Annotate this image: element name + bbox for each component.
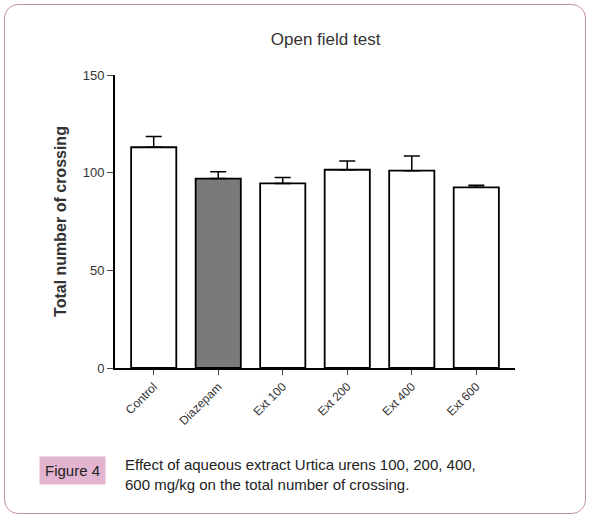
svg-text:Ext 600: Ext 600 [444, 380, 483, 419]
svg-text:Ext 400: Ext 400 [379, 380, 418, 419]
svg-text:0: 0 [97, 361, 104, 376]
svg-text:Figure 4: Figure 4 [45, 462, 100, 479]
svg-text:Control: Control [123, 380, 160, 417]
svg-text:150: 150 [83, 68, 105, 83]
svg-text:Open field test: Open field test [271, 30, 381, 49]
svg-text:Effect of aqueous extract Urti: Effect of aqueous extract Urtica urens 1… [125, 456, 476, 493]
svg-text:Ext 200: Ext 200 [315, 380, 354, 419]
svg-text:100: 100 [83, 165, 105, 180]
svg-text:Ext 100: Ext 100 [250, 380, 289, 419]
svg-text:Diazepam: Diazepam [176, 380, 224, 428]
svg-text:Total number of crossing: Total number of crossing [52, 126, 69, 317]
svg-text:50: 50 [90, 263, 104, 278]
